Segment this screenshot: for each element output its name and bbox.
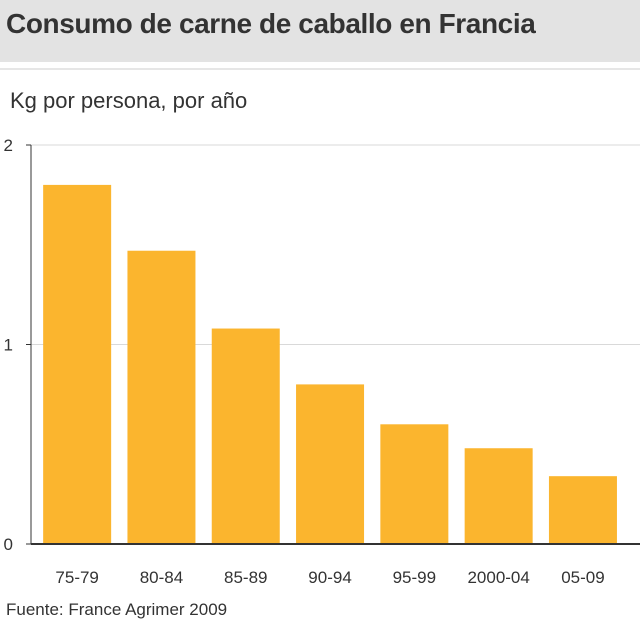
x-tick-label: 05-09 xyxy=(561,568,604,587)
y-tick-label: 2 xyxy=(4,136,13,155)
bars xyxy=(43,184,617,545)
x-tick-label: 95-99 xyxy=(393,568,436,587)
bar xyxy=(296,384,365,544)
y-tick-label: 0 xyxy=(4,535,13,554)
x-tick-label: 85-89 xyxy=(224,568,267,587)
header-band xyxy=(0,0,640,62)
bar xyxy=(43,184,112,544)
chart-subtitle: Kg por persona, por año xyxy=(10,88,248,113)
bar xyxy=(211,328,280,544)
bar xyxy=(548,476,617,544)
bar xyxy=(127,250,196,545)
labels: 0 1 2 75-79 80-84 85-89 90-94 95-99 2000-04 05-09 xyxy=(4,136,605,587)
axes xyxy=(26,144,640,545)
bar xyxy=(380,424,449,544)
x-tick-label: 80-84 xyxy=(140,568,183,587)
y-tick-label: 1 xyxy=(4,336,13,355)
chart-title: Consumo de carne de caballo en Francia xyxy=(6,8,536,39)
x-tick-label: 90-94 xyxy=(308,568,351,587)
x-tick-label: 2000-04 xyxy=(467,568,529,587)
bar xyxy=(464,448,533,544)
source-note: Fuente: France Agrimer 2009 xyxy=(6,600,228,619)
x-tick-label: 75-79 xyxy=(55,568,98,587)
